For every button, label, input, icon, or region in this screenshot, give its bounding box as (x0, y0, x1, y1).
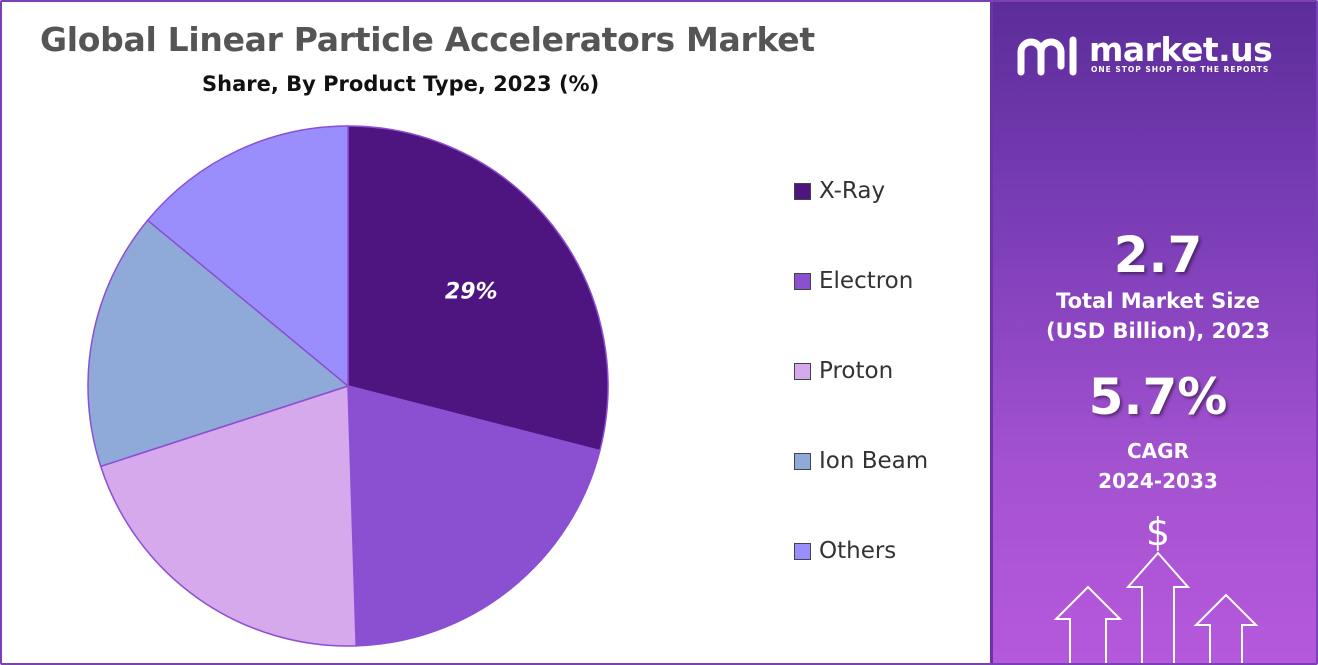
legend-swatch (794, 272, 811, 290)
legend-label: Electron (819, 268, 914, 294)
legend-item-ion-beam: Ion Beam (794, 448, 928, 474)
market-size-label: Total Market Size (USD Billion), 2023 (993, 286, 1316, 346)
dollar-sign-icon: $ (1146, 510, 1170, 554)
legend-swatch (794, 362, 811, 380)
cagr-label-line1: CAGR (1127, 439, 1189, 463)
arrow-up-icon (1193, 593, 1259, 663)
chart-subtitle: Share, By Product Type, 2023 (%) (202, 72, 600, 96)
legend-swatch (794, 182, 811, 200)
market-size-value: 2.7 (1113, 226, 1203, 284)
legend-item-x-ray: X-Ray (794, 178, 885, 204)
brand-tagline: ONE STOP SHOP FOR THE REPORTS (1091, 65, 1270, 74)
pie-slice-ion-beam (87, 219, 350, 468)
pie-slice-electron (347, 385, 601, 647)
pie-data-label: 29% (445, 279, 498, 304)
brand-logo: market.us ONE STOP SHOP FOR THE REPORTS (1015, 30, 1305, 82)
legend-item-proton: Proton (794, 358, 893, 384)
legend-item-electron: Electron (794, 268, 913, 294)
market-us-logo-icon (1017, 36, 1077, 76)
cagr-label-line2: 2024-2033 (1098, 469, 1218, 493)
legend-swatch (794, 542, 811, 560)
legend-label: Proton (819, 358, 894, 384)
pie-chart: 29% (87, 125, 609, 647)
summary-panel: market.us ONE STOP SHOP FOR THE REPORTS … (990, 2, 1316, 663)
market-size-label-line1: Total Market Size (1056, 289, 1260, 313)
legend-swatch (794, 452, 811, 470)
arrow-up-icon (1125, 551, 1191, 663)
growth-arrows-icon: $ (1053, 510, 1259, 663)
legend-label: X-Ray (819, 178, 886, 204)
cagr-label: CAGR 2024-2033 (993, 436, 1316, 496)
arrow-up-icon (1053, 585, 1123, 663)
pie-slice-x-ray (347, 125, 609, 452)
chart-panel: Global Linear Particle Accelerators Mark… (2, 2, 990, 663)
pie-slice-others (146, 125, 349, 388)
legend-label: Ion Beam (819, 448, 929, 474)
legend-item-others: Others (794, 538, 896, 564)
brand-name: market.us (1089, 30, 1273, 69)
market-size-label-line2: (USD Billion), 2023 (1045, 319, 1271, 343)
pie-slice-proton (99, 384, 357, 647)
cagr-value: 5.7% (1088, 368, 1228, 426)
chart-title: Global Linear Particle Accelerators Mark… (40, 20, 815, 59)
legend-label: Others (819, 538, 897, 564)
